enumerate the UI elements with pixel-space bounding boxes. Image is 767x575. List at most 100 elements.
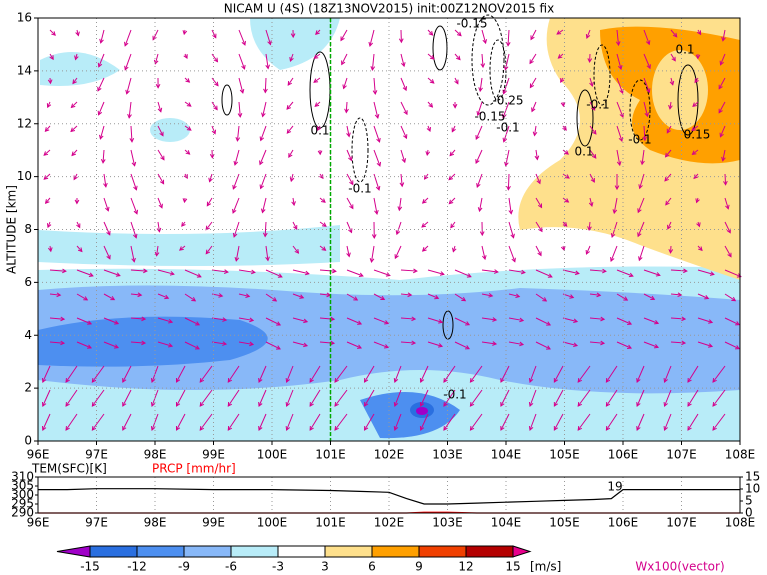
wind-vector-head <box>672 32 678 38</box>
wind-vector <box>712 365 726 383</box>
wind-vector-head <box>303 318 309 324</box>
wind-vector <box>616 125 623 142</box>
wind-vector <box>346 125 350 137</box>
wind-vector <box>712 413 726 431</box>
wind-vector <box>605 413 618 431</box>
wind-vector-head <box>562 126 567 131</box>
wind-vector <box>420 365 429 383</box>
wind-vector <box>152 29 159 40</box>
wind-vector <box>450 221 456 228</box>
wind-vector-head <box>401 158 407 164</box>
wind-vector-head <box>719 132 724 138</box>
axes: 96E 97E 98E 99E 100E 101E 102E 103E 104E 105E 106E… <box>5 2 756 462</box>
wind-vector-head <box>537 251 542 257</box>
wind-vector-head <box>114 344 120 349</box>
wind-vector <box>530 29 537 40</box>
wind-vector <box>562 269 579 275</box>
wind-vector-head <box>169 271 175 276</box>
wind-vector <box>669 101 672 109</box>
wind-vector-head <box>186 102 192 107</box>
wind-vector-head <box>590 177 595 183</box>
wind-vector <box>507 173 510 190</box>
wind-vector <box>122 365 132 383</box>
wind-vector <box>481 245 486 260</box>
wind-vector-head <box>239 88 245 94</box>
wind-vector-head <box>349 180 354 186</box>
x-tick-label: 101E <box>315 448 346 462</box>
wind-vector-head <box>654 320 660 325</box>
wind-vector-head <box>735 321 741 326</box>
colorbar-box <box>230 545 279 558</box>
wind-vector-head <box>232 232 238 238</box>
wind-vector-head <box>669 80 675 86</box>
shade-blue <box>360 392 460 439</box>
wind-vector <box>211 29 217 38</box>
wind-vector-head <box>451 127 456 133</box>
wind-vector <box>184 317 200 326</box>
wind-vector-head <box>122 377 127 383</box>
wind-vector <box>641 149 645 165</box>
wind-vector-head <box>469 401 475 407</box>
wind-vector <box>292 341 308 347</box>
wind-vector-head <box>393 401 399 407</box>
wind-vector-head <box>196 273 202 278</box>
y2-tick-label: 15 <box>745 470 760 484</box>
wind-vector <box>157 197 163 208</box>
wind-vector <box>427 77 435 84</box>
wind-vector-head <box>419 401 425 407</box>
wind-vector-head <box>560 78 565 83</box>
wind-vector-head <box>249 341 255 347</box>
wind-vector <box>562 197 569 203</box>
wind-vector <box>49 293 61 296</box>
wind-vector <box>341 53 348 65</box>
wind-vector-head <box>725 204 730 210</box>
wind-vector <box>211 317 227 321</box>
wind-vector <box>636 365 645 383</box>
shade-purple <box>416 407 428 415</box>
wind-vector <box>535 317 551 326</box>
wind-vector-head <box>106 230 111 236</box>
wind-vector <box>319 293 331 296</box>
wind-vector <box>553 413 564 431</box>
wind-vector-head <box>480 63 486 69</box>
wind-vector-head <box>398 38 404 44</box>
x-tick-label: 100E <box>257 448 288 462</box>
wind-vector <box>130 125 133 142</box>
wind-vector <box>334 365 348 383</box>
wind-vector-head <box>704 295 710 300</box>
wind-vector-head <box>449 151 455 157</box>
wind-vector-head <box>141 316 147 322</box>
wind-vector-head <box>227 425 233 431</box>
wind-vector-head <box>393 425 399 431</box>
y-tick-label: 290 <box>11 506 34 520</box>
wind-vector-head <box>528 425 534 431</box>
wind-vector <box>340 29 348 41</box>
wind-vector <box>394 413 402 431</box>
wind-vector-head <box>531 107 536 113</box>
colorbar-label: 6 <box>368 560 376 574</box>
wind-vector-head <box>577 425 583 431</box>
wind-vector <box>42 389 51 407</box>
wind-vector-head <box>687 425 692 431</box>
wind-vector-head <box>214 81 219 87</box>
wind-vector-head <box>645 40 651 46</box>
wind-vector <box>697 317 713 323</box>
wind-vector <box>481 29 487 44</box>
wind-vector-head <box>691 150 697 155</box>
colorbar-box <box>277 545 326 558</box>
wind-vector <box>449 149 456 156</box>
wind-vector <box>638 245 645 261</box>
wind-vector <box>535 197 543 208</box>
wind-vector <box>65 389 78 407</box>
wind-vector-head <box>71 151 76 157</box>
wind-vector <box>443 365 456 383</box>
wind-vector-head <box>153 59 159 65</box>
wind-vector <box>126 77 132 94</box>
wind-vector-head <box>129 137 135 143</box>
y-tick-label: 305 <box>11 479 34 493</box>
wind-vector <box>692 149 699 155</box>
wind-vector-head <box>469 377 475 383</box>
wind-vector <box>238 293 250 297</box>
wind-vector <box>122 389 132 407</box>
